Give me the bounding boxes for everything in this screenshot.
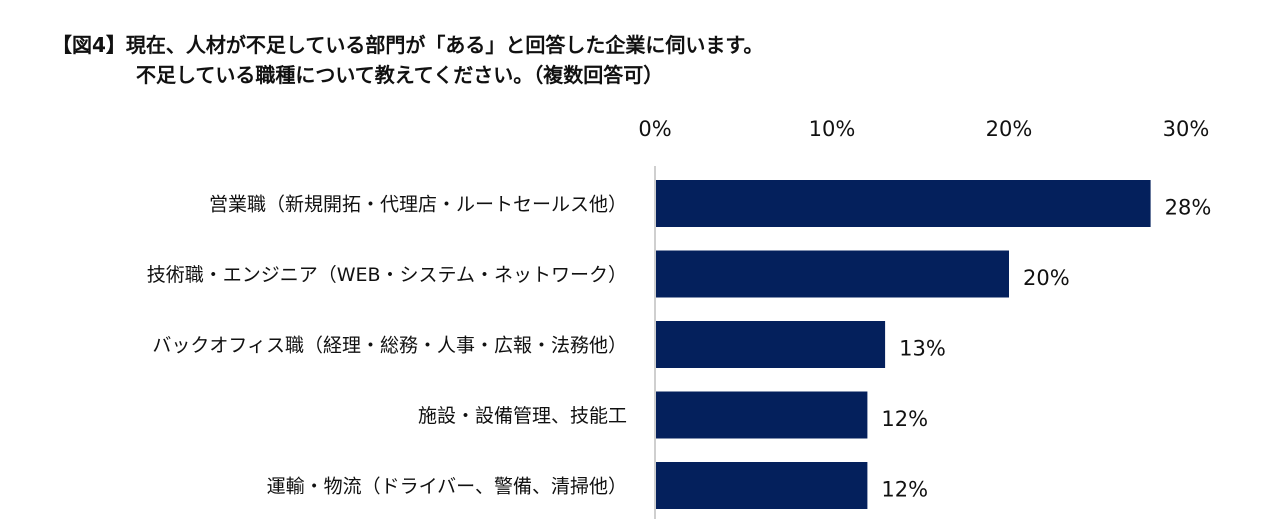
category-label: 技術職・エンジニア（WEB・システム・ネットワーク） [147,264,627,286]
category-label: 運輸・物流（ドライバー、警備、清掃他） [267,476,627,498]
category-label: 施設・設備管理、技能工 [418,405,627,427]
data-label: 20% [1023,266,1070,290]
data-label: 12% [881,478,928,502]
bar [656,321,886,368]
data-label: 28% [1165,196,1212,220]
bar [656,391,868,439]
bars [656,180,1151,509]
bar [656,180,1151,227]
x-tick-label: 10% [809,117,856,141]
x-tick-label: 30% [1163,117,1210,141]
category-label: 営業職（新規開拓・代理店・ルートセールス他） [209,194,627,216]
x-axis-tick-labels: 0% 10% 20% 30% [638,117,1209,141]
chart-title-line2: 不足している職種について教えてください。（複数回答可） [136,63,664,87]
data-labels: 28% 20% 13% 12% 12% [881,196,1211,502]
bar [656,250,1009,298]
chart-title: 【図4】現在、人材が不足している部門が「ある」と回答した企業に伺います。 不足し… [52,30,763,90]
data-label: 13% [899,337,946,361]
category-labels: 営業職（新規開拓・代理店・ルートセールス他） 技術職・エンジニア（WEB・システム… [147,194,627,498]
chart-title-line1: 【図4】現在、人材が不足している部門が「ある」と回答した企業に伺います。 [52,33,764,57]
data-label: 12% [881,407,928,431]
x-tick-label: 20% [986,117,1033,141]
category-label: バックオフィス職（経理・総務・人事・広報・法務他） [152,335,627,357]
bar [656,462,868,509]
x-tick-label: 0% [638,117,671,141]
